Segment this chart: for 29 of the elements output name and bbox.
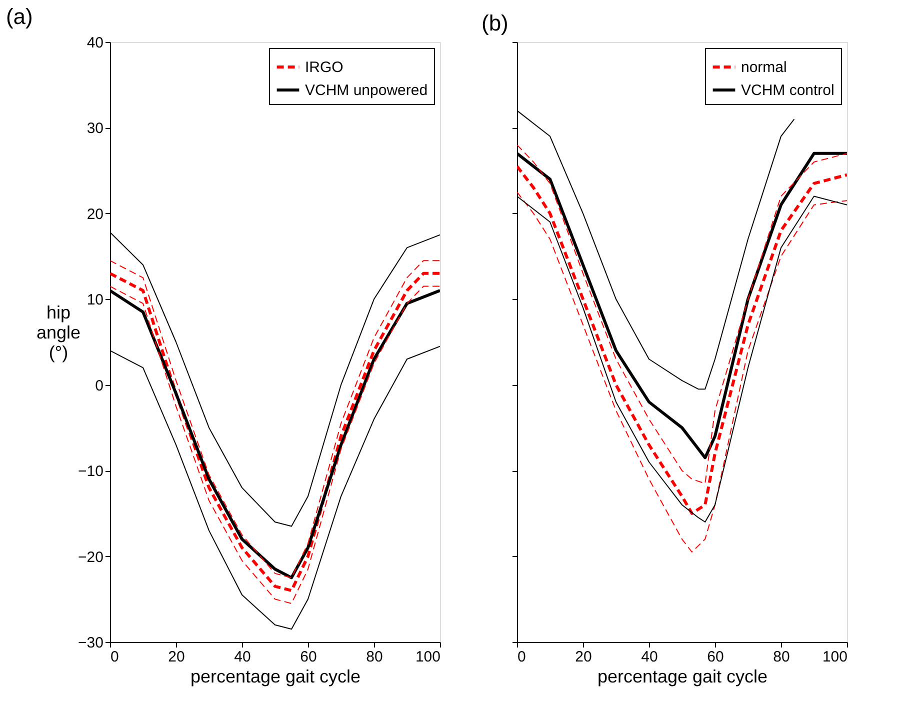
x-axis-title: percentage gait cycle	[190, 666, 361, 686]
x-tick-label: 40	[641, 648, 658, 666]
y-tick-label: 0	[95, 377, 104, 394]
legend-label: IRGO	[305, 59, 344, 76]
y-tick-label: 20	[86, 206, 104, 223]
x-tick-label: 0	[518, 648, 526, 666]
x-tick-label: 80	[773, 648, 790, 666]
x-tick-label: 80	[366, 648, 383, 666]
x-tick-label: 20	[168, 648, 185, 666]
chart-title: (b)	[482, 10, 508, 36]
legend-label: VCHM unpowered	[305, 82, 428, 99]
x-tick-label: 100	[822, 648, 848, 666]
y-tick-label: 30	[86, 120, 104, 138]
y-axis-title: hip angle (°)	[36, 302, 81, 362]
x-axis-title: percentage gait cycle	[597, 666, 768, 686]
chart-title: (a)	[6, 4, 33, 29]
legend-label: normal	[741, 59, 787, 76]
x-tick-label: 60	[300, 648, 317, 666]
x-tick-label: 40	[234, 648, 251, 666]
x-tick-label: 0	[110, 648, 119, 666]
x-tick-label: 100	[415, 648, 440, 666]
x-tick-label: 20	[575, 648, 592, 666]
x-tick-label: 60	[707, 648, 724, 666]
y-tick-label: 40	[86, 34, 104, 52]
y-tick-label: 10	[86, 292, 104, 309]
y-tick-label: −10	[78, 463, 104, 480]
legend-label: VCHM control	[741, 82, 834, 99]
y-tick-label: −30	[78, 634, 104, 652]
y-tick-label: −20	[78, 548, 104, 566]
